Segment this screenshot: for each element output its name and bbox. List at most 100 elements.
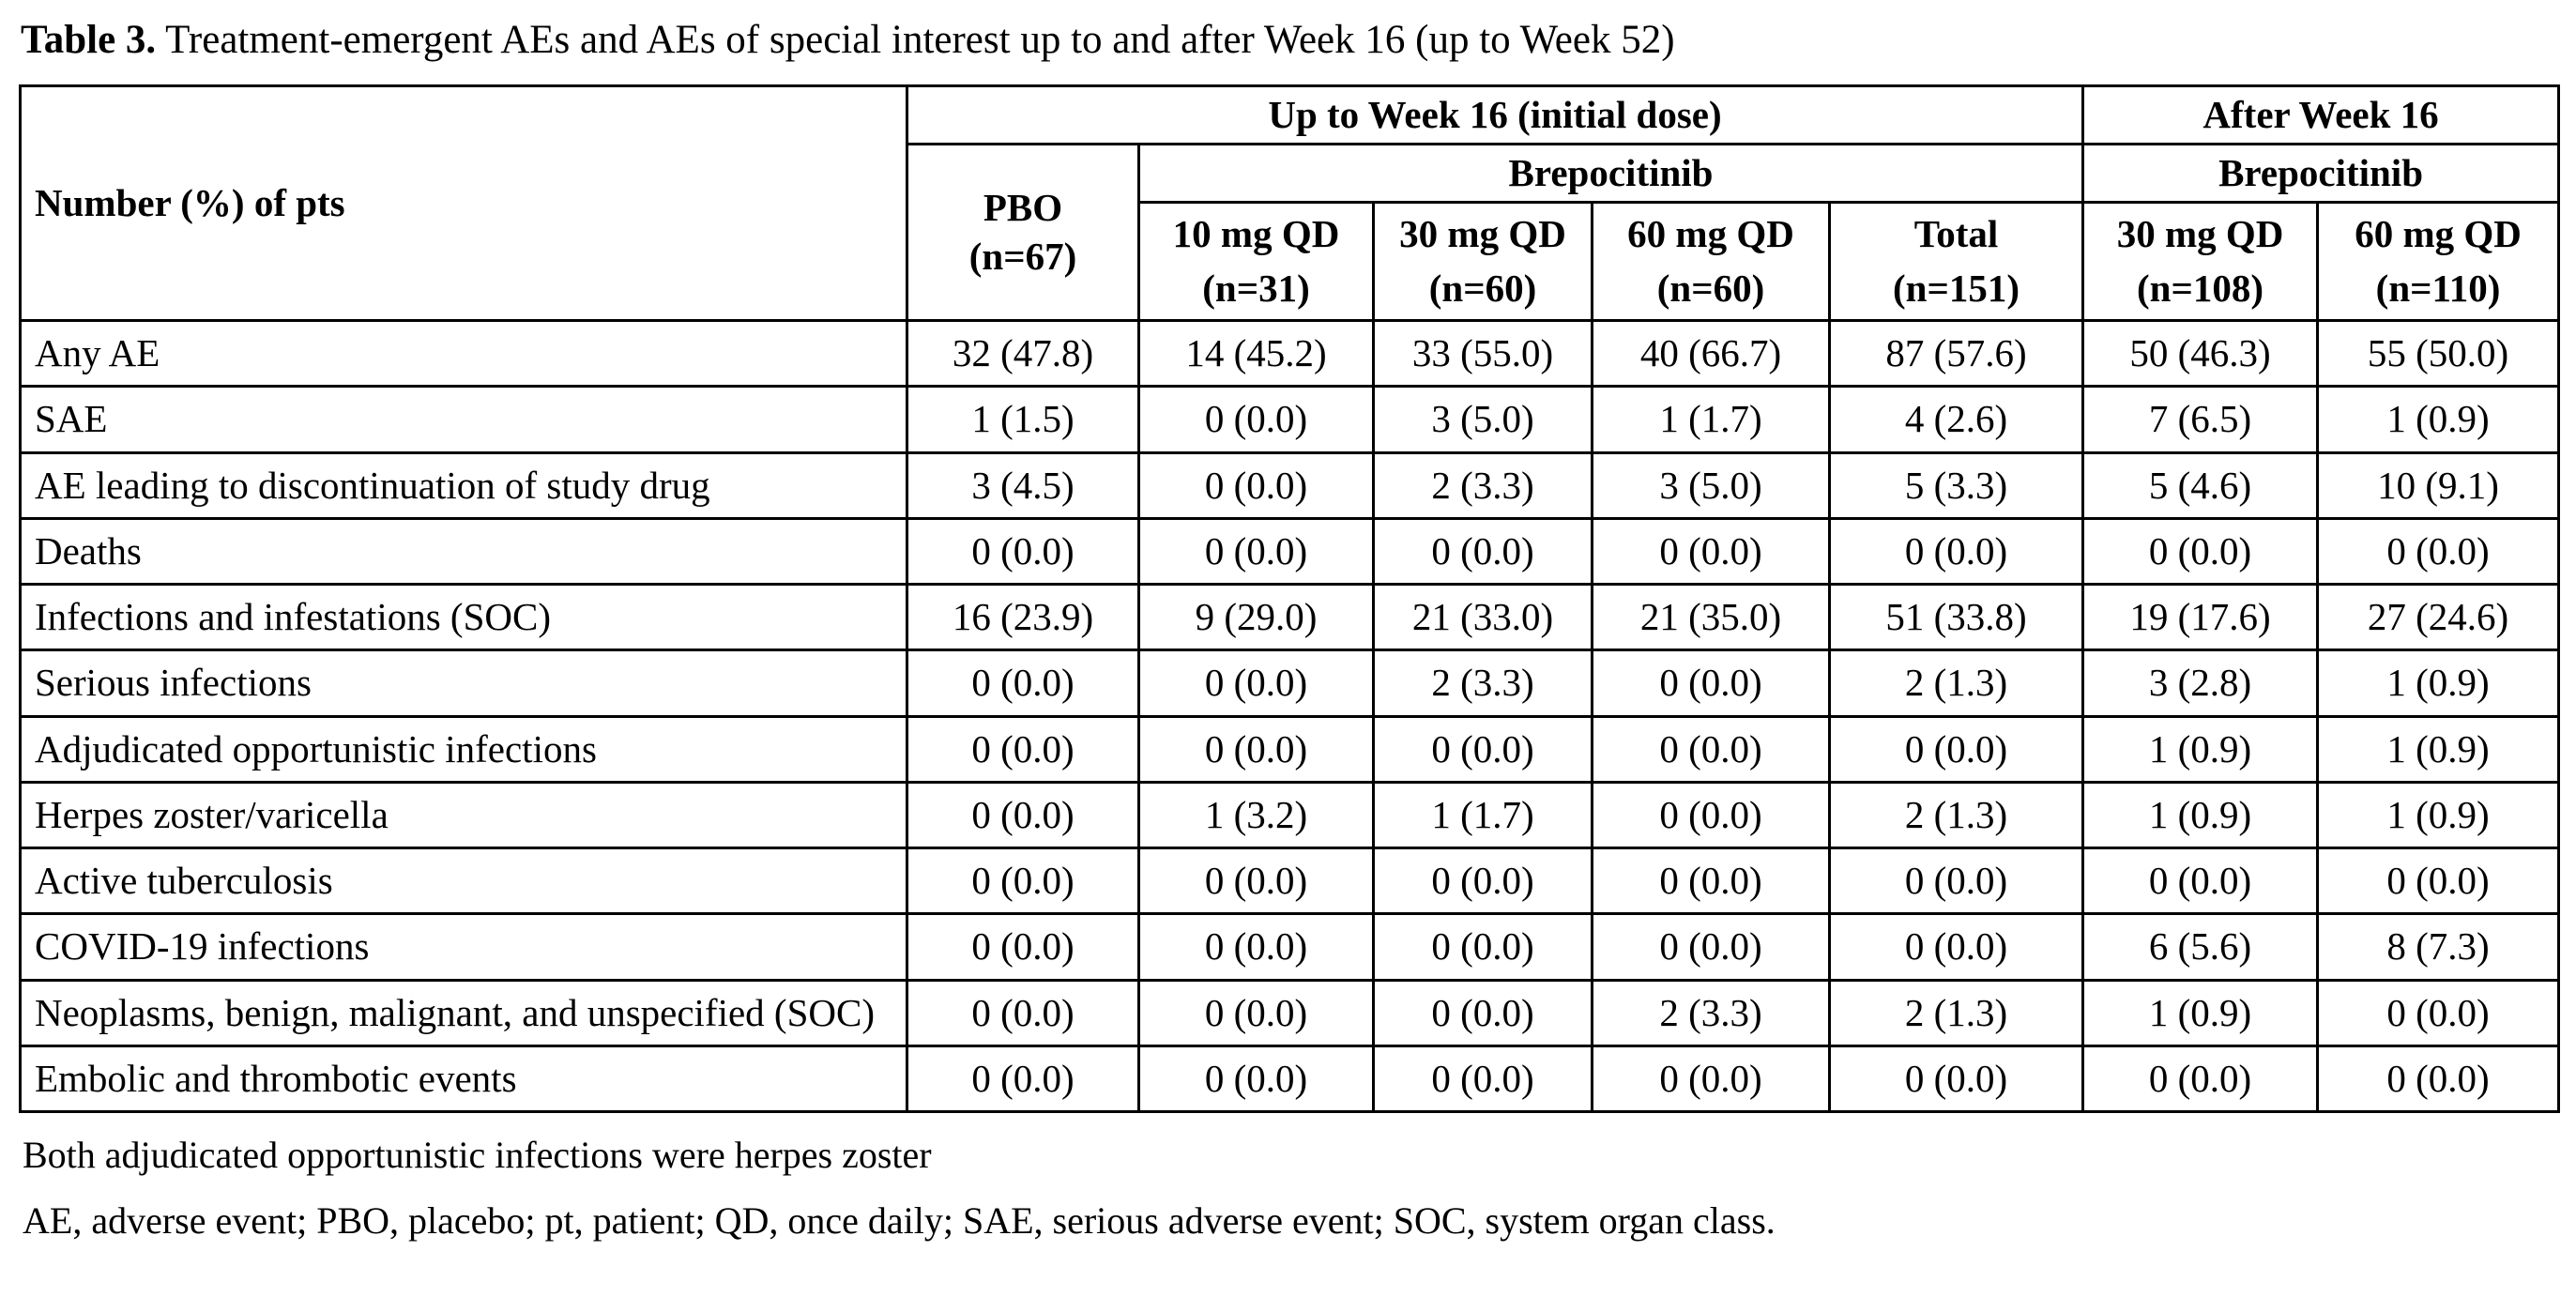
data-cell: 0 (0.0)	[1137, 847, 1375, 916]
table-title-label: Table 3.	[21, 18, 157, 62]
data-cell: 55 (50.0)	[2316, 319, 2561, 389]
table-header: Number (%) of pts Up to Week 16 (initial…	[19, 84, 2561, 323]
data-cell: 2 (3.3)	[1591, 978, 1831, 1047]
dose-n: (n=110)	[2375, 266, 2501, 310]
table-row: Adjudicated opportunistic infections 0 (0…	[19, 714, 2561, 784]
data-cell: 0 (0.0)	[1827, 516, 2085, 587]
data-cell: 2 (3.3)	[1372, 648, 1593, 718]
data-cell: 0 (0.0)	[906, 912, 1140, 982]
data-cell: 0 (0.0)	[1591, 780, 1831, 850]
data-cell: 87 (57.6)	[1827, 319, 2085, 389]
data-cell: 0 (0.0)	[1137, 912, 1375, 982]
data-cell: 0 (0.0)	[1591, 648, 1831, 718]
data-cell: 0 (0.0)	[1372, 978, 1593, 1047]
data-cell: 0 (0.0)	[906, 978, 1140, 1047]
data-cell: 0 (0.0)	[1372, 714, 1593, 784]
header-dose-30mg-initial: 30 mg QD (n=60)	[1372, 201, 1593, 323]
data-cell: 0 (0.0)	[1827, 847, 2085, 916]
data-cell: 1 (0.9)	[2081, 978, 2320, 1047]
dose-label: 60 mg QD	[1627, 212, 1794, 256]
data-cell: 16 (23.9)	[906, 583, 1140, 652]
data-cell: 8 (7.3)	[2316, 912, 2561, 982]
data-cell: 3 (2.8)	[2081, 648, 2320, 718]
dose-n: (n=60)	[1656, 266, 1765, 310]
header-brepocitinib-row: PBO (n=67) Brepocitinib Brepocitinib	[21, 142, 2561, 323]
data-cell: 0 (0.0)	[906, 1044, 1140, 1114]
row-label: Embolic and thrombotic events	[19, 1044, 908, 1114]
table-row: COVID-19 infections 0 (0.0) 0 (0.0) 0 (0.0)…	[19, 912, 2561, 982]
data-cell: 0 (0.0)	[1591, 516, 1831, 587]
header-pbo: PBO (n=67)	[906, 142, 1140, 323]
data-cell: 0 (0.0)	[2316, 1044, 2561, 1114]
data-cell: 10 (9.1)	[2316, 450, 2561, 520]
data-cell: 3 (4.5)	[906, 450, 1140, 520]
pbo-n: (n=67)	[968, 234, 1077, 278]
table-row: AE leading to discontinuation of study d…	[19, 450, 2561, 520]
data-cell: 0 (0.0)	[1827, 912, 2085, 982]
dose-n: (n=108)	[2137, 266, 2264, 310]
data-cell: 1 (0.9)	[2316, 385, 2561, 454]
data-cell: 2 (1.3)	[1827, 648, 2085, 718]
header-dose-10mg-initial: 10 mg QD (n=31)	[1137, 201, 1375, 323]
data-cell: 0 (0.0)	[1591, 847, 1831, 916]
data-cell: 5 (3.3)	[1827, 450, 2085, 520]
data-cell: 40 (66.7)	[1591, 319, 1831, 389]
data-cell: 0 (0.0)	[2316, 516, 2561, 587]
data-cell: 0 (0.0)	[1372, 516, 1593, 587]
data-cell: 1 (0.9)	[2316, 780, 2561, 850]
data-cell: 51 (33.8)	[1827, 583, 2085, 652]
data-cell: 1 (0.9)	[2081, 714, 2320, 784]
row-label: Herpes zoster/varicella	[19, 780, 908, 850]
data-cell: 0 (0.0)	[1137, 1044, 1375, 1114]
header-dose-60mg-after: 60 mg QD (n=110)	[2316, 201, 2561, 323]
table-title: Table 3. Treatment-emergent AEs and AEs …	[21, 15, 2557, 66]
data-cell: 0 (0.0)	[906, 648, 1140, 718]
dose-label: 30 mg QD	[2116, 212, 2284, 256]
data-cell: 2 (3.3)	[1372, 450, 1593, 520]
data-cell: 1 (1.7)	[1372, 780, 1593, 850]
header-up-to-week16: Up to Week 16 (initial dose)	[905, 84, 2085, 146]
table-row: Neoplasms, benign, malignant, and unspec…	[19, 978, 2561, 1047]
footnote-abbreviations: AE, adverse event; PBO, placebo; pt, pat…	[23, 1199, 1776, 1243]
row-label: Any AE	[19, 319, 908, 389]
data-cell: 0 (0.0)	[1137, 516, 1375, 587]
dose-label: 60 mg QD	[2355, 212, 2522, 256]
dose-label: Total	[1913, 212, 1999, 256]
data-cell: 4 (2.6)	[1827, 385, 2085, 454]
row-label: Adjudicated opportunistic infections	[19, 714, 908, 784]
data-cell: 14 (45.2)	[1137, 319, 1375, 389]
data-cell: 1 (0.9)	[2081, 780, 2320, 850]
header-brepocitinib-initial: Brepocitinib	[1136, 142, 2085, 205]
data-cell: 0 (0.0)	[2081, 847, 2320, 916]
data-cell: 0 (0.0)	[1137, 385, 1375, 454]
data-cell: 0 (0.0)	[2316, 978, 2561, 1047]
table-row: Embolic and thrombotic events 0 (0.0) 0 (0…	[19, 1044, 2561, 1114]
data-cell: 0 (0.0)	[906, 780, 1140, 850]
data-cell: 1 (3.2)	[1137, 780, 1375, 850]
row-label: SAE	[19, 385, 908, 454]
header-dose-total-initial: Total (n=151)	[1827, 201, 2085, 323]
dose-label: 30 mg QD	[1399, 212, 1566, 256]
data-cell: 0 (0.0)	[1137, 714, 1375, 784]
data-cell: 0 (0.0)	[1137, 648, 1375, 718]
data-cell: 0 (0.0)	[906, 847, 1140, 916]
table-row: SAE 1 (1.5) 0 (0.0) 3 (5.0) 1 (1.7) 4 (2.6) 7 …	[19, 385, 2561, 454]
row-label: Deaths	[19, 516, 908, 587]
dose-n: (n=60)	[1428, 266, 1537, 310]
data-cell: 0 (0.0)	[1372, 1044, 1593, 1114]
header-after-week16: After Week 16	[2081, 84, 2561, 146]
dose-n: (n=31)	[1202, 266, 1310, 310]
row-label: COVID-19 infections	[19, 912, 908, 982]
data-cell: 5 (4.6)	[2081, 450, 2320, 520]
data-cell: 1 (0.9)	[2316, 714, 2561, 784]
data-cell: 1 (1.5)	[906, 385, 1140, 454]
table-row: Serious infections 0 (0.0) 0 (0.0) 2 (3.3) 0…	[19, 648, 2561, 718]
data-cell: 19 (17.6)	[2081, 583, 2320, 652]
table-row: Active tuberculosis 0 (0.0) 0 (0.0) 0 (0.0)…	[19, 847, 2561, 916]
page: Table 3. Treatment-emergent AEs and AEs …	[19, 15, 2561, 1243]
data-cell: 1 (0.9)	[2316, 648, 2561, 718]
data-cell: 3 (5.0)	[1591, 450, 1831, 520]
data-cell: 0 (0.0)	[2081, 1044, 2320, 1114]
footnote-opportunistic: Both adjudicated opportunistic infection…	[23, 1134, 932, 1177]
data-cell: 27 (24.6)	[2316, 583, 2561, 652]
